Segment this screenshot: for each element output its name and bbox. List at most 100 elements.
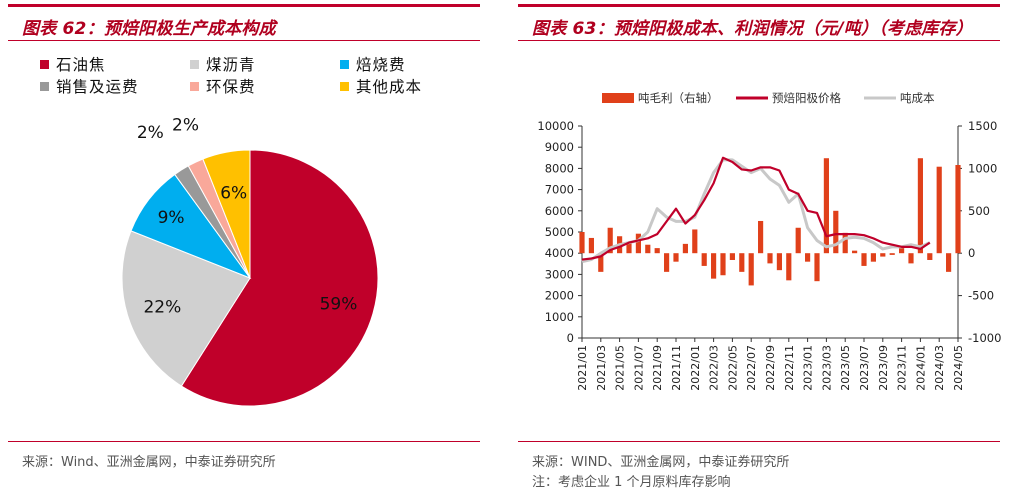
y-tick-label: 8000 <box>545 161 574 175</box>
profit-bar <box>748 253 754 286</box>
left-chart-title: 图表 62：预焙阳极生产成本构成 <box>22 19 276 39</box>
profit-bar <box>823 158 829 254</box>
left-chart-panel: 图表 62：预焙阳极生产成本构成 59% 22% 9% 2% 2% 6% 石油焦 煤沥青 焙烧费… <box>0 0 500 490</box>
legend-swatch <box>190 60 199 69</box>
y2-tick-label: 500 <box>968 204 990 218</box>
profit-bar <box>682 243 688 254</box>
profit-bar <box>607 227 613 254</box>
y-tick-label: 10000 <box>537 119 574 133</box>
profit-bar <box>814 253 820 282</box>
cost-profit-chart: 0100020003000400050006000700080009000100… <box>537 91 1001 391</box>
x-tick-label: 2023/07 <box>858 345 871 391</box>
y2-tick-label: -500 <box>968 289 994 303</box>
y-tick-label: 2000 <box>545 289 574 303</box>
cost-line <box>581 158 931 264</box>
profit-bar <box>692 229 698 254</box>
pie-data-label: 59% <box>320 295 358 315</box>
x-tick-label: 2021/11 <box>670 345 683 391</box>
pie-data-label: 9% <box>158 208 185 228</box>
profit-bar <box>588 237 594 254</box>
profit-bar <box>870 253 876 262</box>
x-tick-label: 2022/07 <box>745 345 758 391</box>
y-tick-label: 7000 <box>545 183 574 197</box>
x-tick-label: 2023/05 <box>839 345 852 391</box>
x-tick-label: 2022/05 <box>726 345 739 391</box>
profit-bar <box>861 253 867 266</box>
legend-label: 环保费 <box>206 78 256 96</box>
x-tick-label: 2024/01 <box>914 345 927 391</box>
profit-bar <box>767 253 773 264</box>
pie-data-label: 2% <box>137 123 164 143</box>
legend-label: 吨毛利（右轴） <box>638 91 719 105</box>
x-tick-label: 2021/05 <box>614 345 627 391</box>
y-tick-label: 4000 <box>545 246 574 260</box>
x-tick-label: 2024/05 <box>952 345 965 391</box>
profit-bar <box>805 253 811 262</box>
legend-swatch <box>340 82 349 91</box>
profit-bar <box>955 165 961 254</box>
profit-bar <box>833 210 839 254</box>
profit-bar <box>579 232 585 254</box>
x-tick-label: 2021/01 <box>576 345 589 391</box>
pie-data-label: 22% <box>143 297 181 317</box>
profit-bar <box>795 227 801 254</box>
profit-bar <box>776 253 782 271</box>
legend-label: 销售及运费 <box>56 78 139 96</box>
x-tick-label: 2023/09 <box>877 345 890 391</box>
profit-bar <box>899 248 905 254</box>
legend-label: 石油焦 <box>56 56 106 74</box>
legend-label: 其他成本 <box>356 78 422 96</box>
profit-bar <box>880 253 886 257</box>
profit-bar <box>645 244 651 254</box>
profit-bar <box>936 166 942 254</box>
right-chart-title: 图表 63：预焙阳极成本、利润情况（元/吨）（考虑库存） <box>532 19 973 39</box>
right-chart-panel: 图表 63：预焙阳极成本、利润情况（元/吨）（考虑库存） 0 1000 2000 30… <box>510 0 1020 490</box>
right-note-text: 注：考虑企业 1 个月原料库存影响 <box>532 475 731 490</box>
x-tick-label: 2022/11 <box>783 345 796 391</box>
legend-label: 预焙阳极价格 <box>772 91 841 105</box>
y-tick-label: 6000 <box>545 204 574 218</box>
profit-bar <box>786 253 792 281</box>
y-tick-label: 3000 <box>545 267 574 281</box>
title-bottom-rule <box>518 40 1000 41</box>
profit-bar <box>720 253 726 276</box>
x-tick-label: 2023/03 <box>820 345 833 391</box>
profit-bar <box>635 233 641 254</box>
profit-bar <box>711 253 717 279</box>
profit-bar <box>852 250 858 254</box>
legend-swatch <box>40 60 49 69</box>
title-top-rule <box>518 4 1000 7</box>
price-line <box>581 156 931 261</box>
x-tick-label: 2021/03 <box>595 345 608 391</box>
x-tick-label: 2021/07 <box>632 345 645 391</box>
legend-swatch <box>190 82 199 91</box>
profit-bar <box>654 248 660 254</box>
y2-tick-label: 1000 <box>968 161 997 175</box>
profit-bar <box>758 220 764 254</box>
y-tick-label: 9000 <box>545 140 574 154</box>
profit-bar <box>701 253 707 266</box>
y2-tick-label: -1000 <box>968 331 1001 345</box>
profit-bar <box>842 232 848 254</box>
y-tick-label: 5000 <box>545 225 574 239</box>
legend-swatch <box>40 82 49 91</box>
profit-bar <box>626 243 632 254</box>
y-tick-label: 0 <box>567 331 574 345</box>
profit-bar <box>908 253 914 264</box>
x-tick-label: 2024/03 <box>933 345 946 391</box>
x-tick-label: 2022/09 <box>764 345 777 391</box>
legend-label: 吨成本 <box>900 91 935 105</box>
y2-tick-label: 0 <box>968 246 975 260</box>
x-tick-label: 2022/01 <box>689 345 702 391</box>
profit-bar <box>673 253 679 262</box>
profit-bar <box>598 253 604 272</box>
legend-label: 煤沥青 <box>206 56 256 74</box>
profit-bar <box>739 253 745 272</box>
left-source-text: 来源：Wind、亚洲金属网，中泰证券研究所 <box>22 455 276 470</box>
pie-slice <box>202 149 251 279</box>
footer-rule <box>8 441 480 442</box>
pie-data-label: 2% <box>172 116 199 136</box>
y-tick-label: 1000 <box>545 310 574 324</box>
footer-rule <box>518 441 1000 442</box>
